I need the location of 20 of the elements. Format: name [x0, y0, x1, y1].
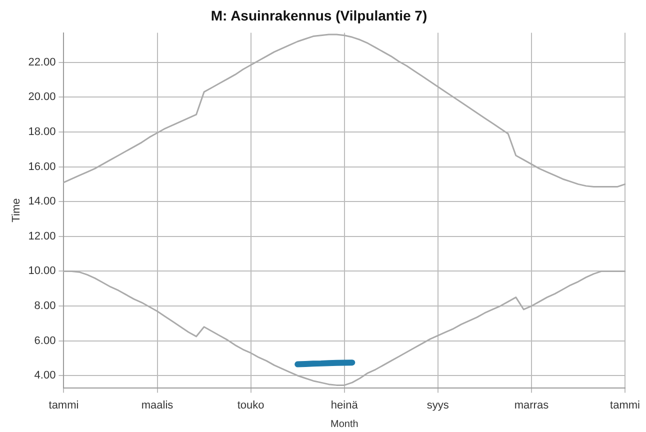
chart-title: M: Asuinrakennus (Vilpulantie 7)	[210, 7, 428, 24]
x-axis-title: Month	[330, 418, 358, 430]
y-tick-label: 22.00	[28, 56, 56, 68]
y-tick-label: 8.00	[34, 300, 56, 312]
y-tick-label: 14.00	[28, 196, 56, 208]
x-tick-label: tammi	[610, 399, 640, 412]
y-tick-label: 6.00	[34, 334, 56, 347]
x-tick-label: syys	[426, 399, 450, 412]
y-tick-label: 10.00	[28, 265, 56, 278]
x-tick-label: tammi	[48, 399, 79, 412]
y-tick-label: 20.00	[28, 91, 56, 104]
y-axis-title: Time	[10, 198, 23, 222]
x-tick-label: heinä	[330, 399, 359, 412]
y-tick-label: 12.00	[28, 230, 56, 242]
x-tick-label: touko	[237, 399, 264, 412]
y-tick-label: 18.00	[28, 126, 56, 138]
y-tick-label: 16.00	[28, 160, 56, 173]
x-tick-label: maalis	[141, 399, 174, 412]
x-tick-label: marras	[514, 399, 550, 412]
y-tick-label: 4.00	[34, 370, 56, 382]
